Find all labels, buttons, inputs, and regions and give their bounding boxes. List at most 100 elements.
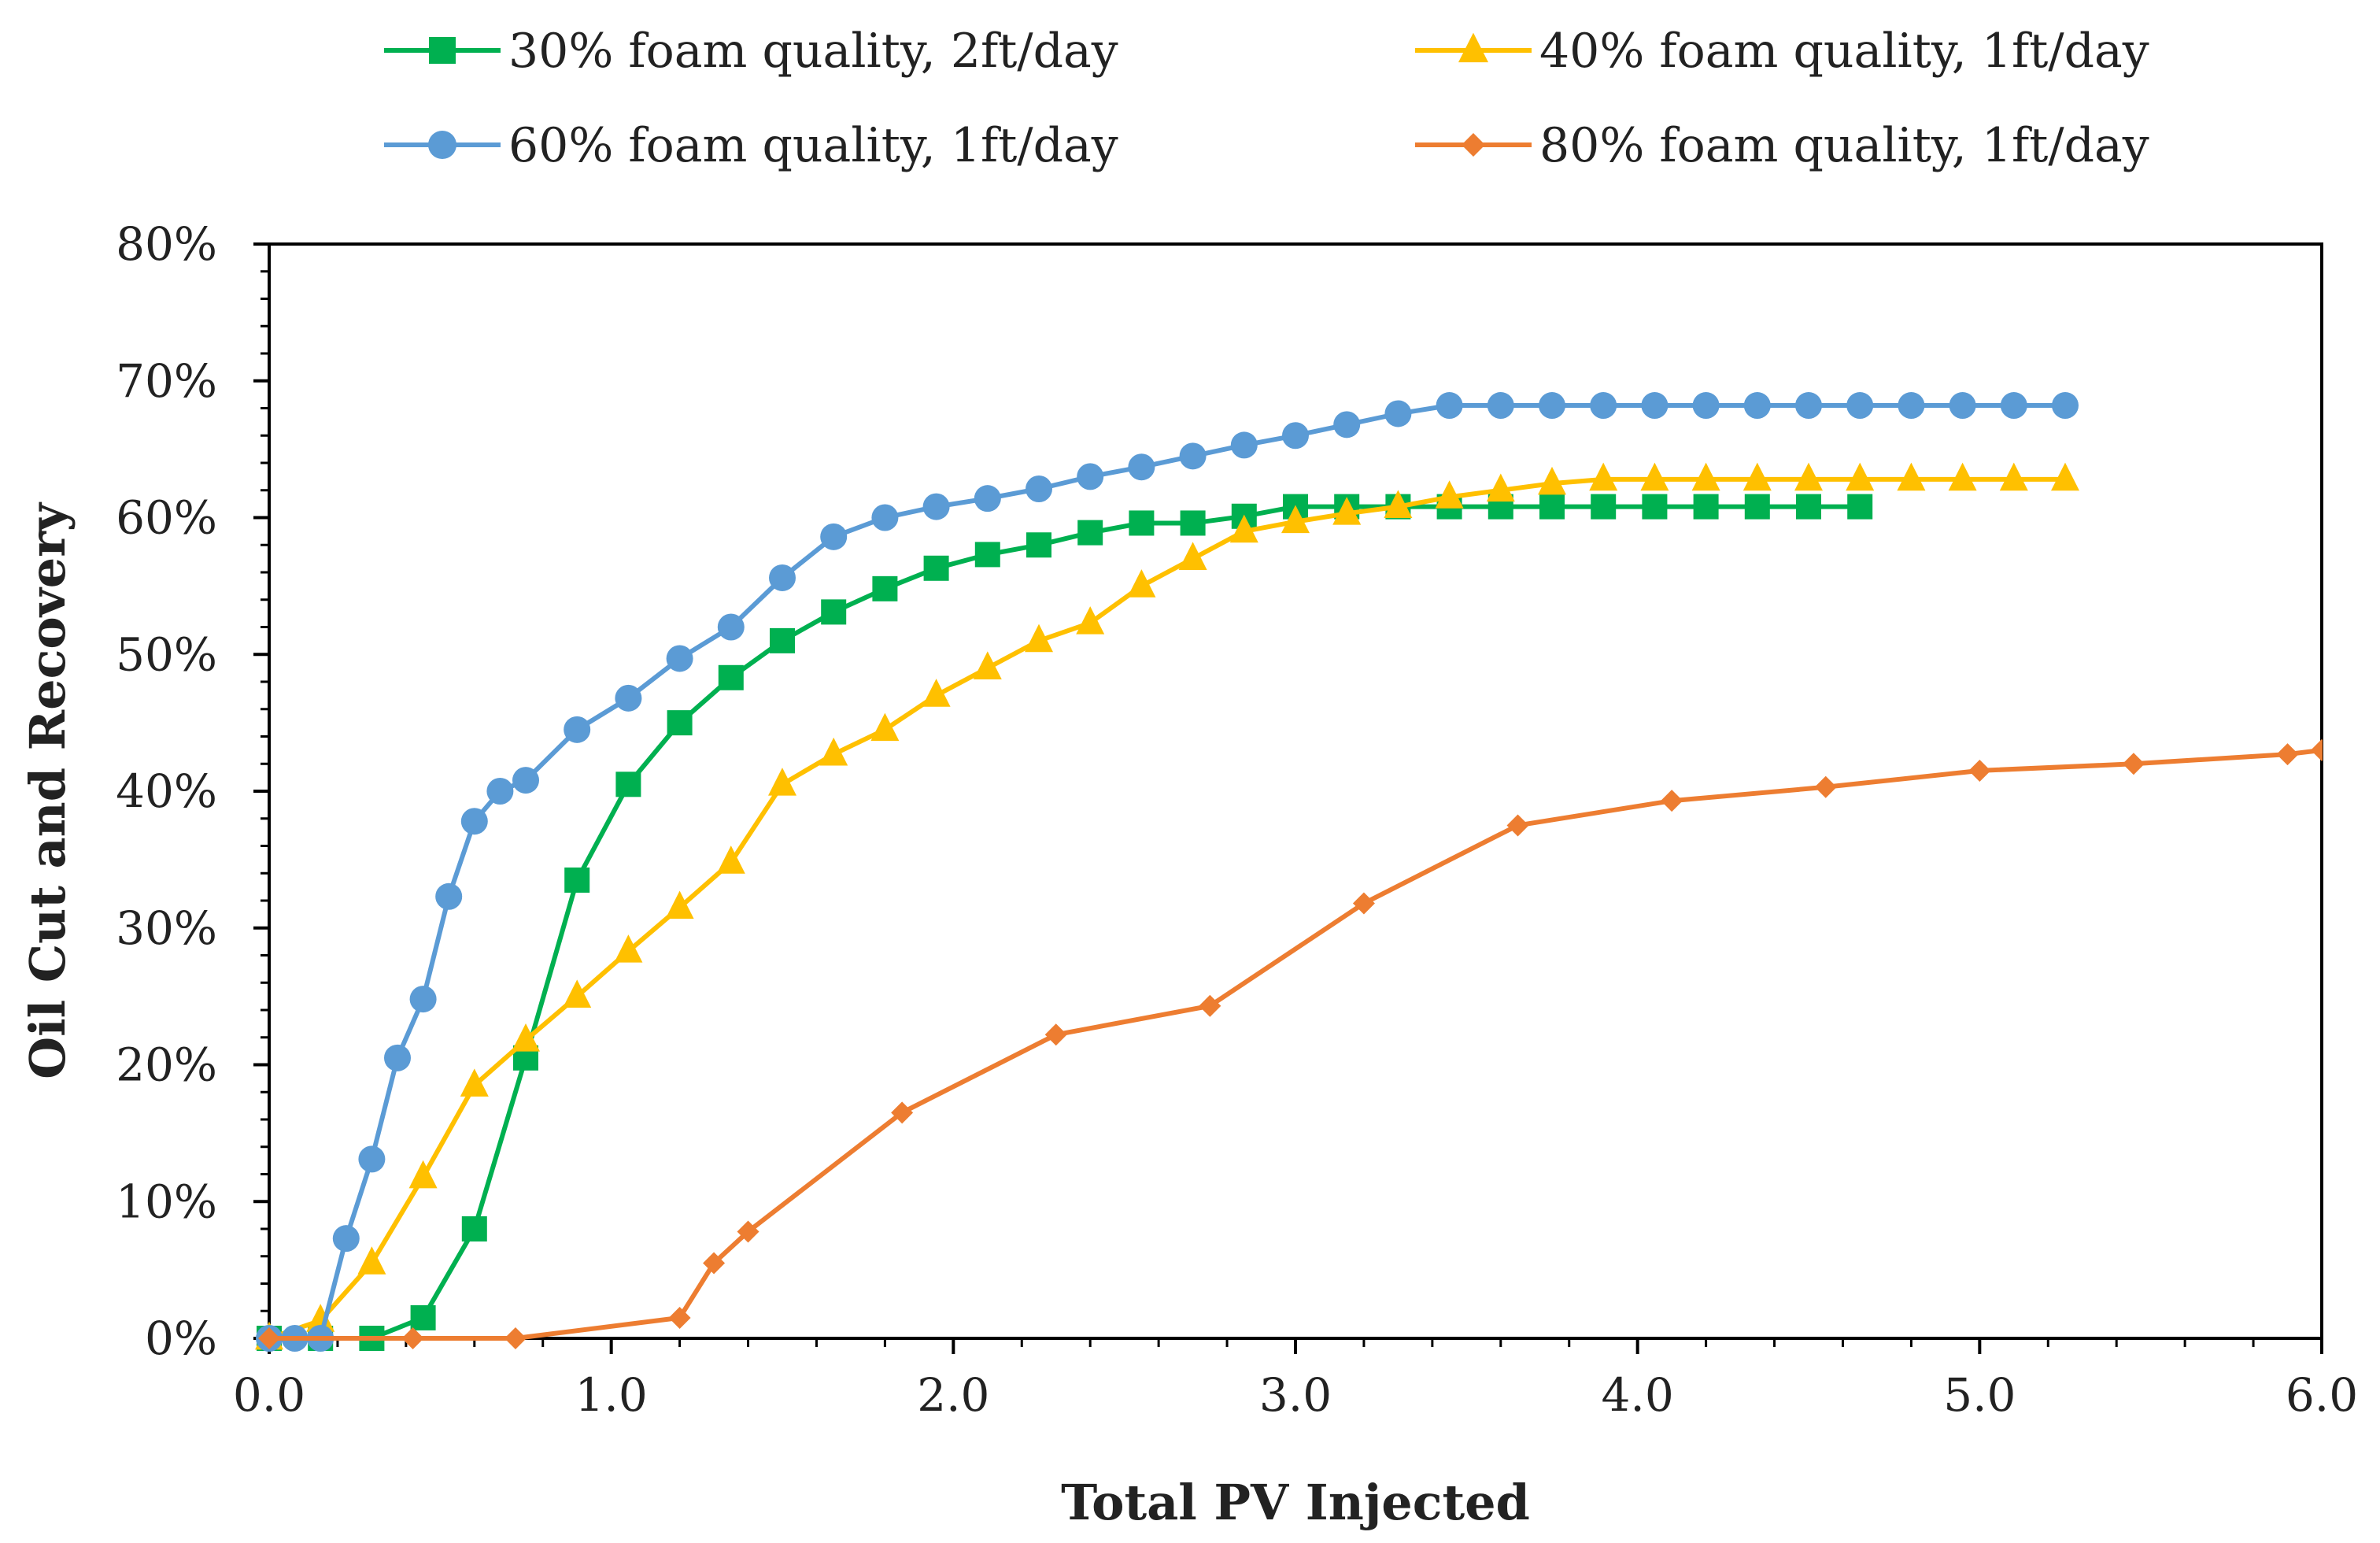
data-point bbox=[1076, 606, 1105, 635]
x-tick-label: 3.0 bbox=[1259, 1368, 1332, 1422]
y-tick-label: 50% bbox=[116, 627, 217, 681]
data-point bbox=[1281, 505, 1310, 534]
y-tick-label: 30% bbox=[116, 901, 217, 955]
series-2 bbox=[256, 392, 2079, 1352]
data-point bbox=[512, 1023, 540, 1052]
data-point bbox=[1814, 775, 1837, 798]
data-point bbox=[1897, 462, 1926, 491]
data-point bbox=[1796, 494, 1821, 520]
y-tick-label: 20% bbox=[116, 1038, 217, 1092]
data-point bbox=[872, 575, 898, 601]
data-point bbox=[2000, 392, 2027, 420]
data-point bbox=[358, 1145, 386, 1173]
data-point bbox=[1948, 462, 1977, 491]
data-point bbox=[1352, 892, 1375, 915]
data-point bbox=[769, 564, 796, 591]
x-tick-label: 2.0 bbox=[917, 1368, 989, 1422]
y-tick-label: 70% bbox=[116, 354, 217, 408]
axes: 0.0 1.0 2.0 3.0 4.0 5.0 6.0 0% 10% 20% 30% 40% 50% 6… bbox=[19, 217, 2358, 1531]
legend-marker bbox=[1458, 32, 1488, 63]
series-layer bbox=[255, 392, 2323, 1352]
y-axis-title: Oil Cut and Recovery bbox=[19, 501, 76, 1079]
data-point bbox=[2051, 462, 2079, 491]
series-0 bbox=[257, 494, 1873, 1351]
data-point bbox=[1539, 494, 1565, 520]
data-point bbox=[1744, 494, 1770, 520]
data-point bbox=[1435, 480, 1464, 509]
data-point bbox=[461, 1216, 487, 1241]
data-point bbox=[460, 1068, 489, 1097]
data-point bbox=[1436, 392, 1463, 420]
y-tick-label: 60% bbox=[116, 491, 217, 545]
data-point bbox=[435, 883, 463, 910]
series-line bbox=[269, 403, 2065, 1341]
data-point bbox=[923, 555, 949, 581]
series-line bbox=[268, 476, 2065, 1341]
legend-marker bbox=[429, 37, 456, 64]
y-tick-label: 40% bbox=[116, 764, 217, 818]
data-point bbox=[1127, 569, 1156, 598]
data-point bbox=[1384, 400, 1412, 427]
legend-label: 30% foam quality, 2ft/day bbox=[508, 24, 1118, 79]
series-3 bbox=[258, 738, 2323, 1349]
data-point bbox=[1178, 542, 1207, 570]
data-point bbox=[615, 684, 642, 712]
data-point bbox=[1968, 759, 1991, 782]
data-point bbox=[258, 1327, 280, 1349]
data-point bbox=[1229, 514, 1258, 543]
data-point bbox=[1795, 392, 1822, 420]
data-point bbox=[357, 1246, 386, 1275]
data-point bbox=[504, 1327, 527, 1349]
data-point bbox=[703, 1252, 726, 1275]
data-point bbox=[564, 867, 590, 893]
data-point bbox=[408, 1160, 438, 1189]
data-point bbox=[1589, 462, 1618, 491]
data-point bbox=[2311, 738, 2323, 761]
data-point bbox=[1661, 790, 1683, 812]
data-point bbox=[1640, 462, 1669, 491]
x-axis: 0.0 1.0 2.0 3.0 4.0 5.0 6.0 bbox=[233, 1338, 2358, 1422]
data-point bbox=[401, 1327, 424, 1349]
data-point bbox=[1590, 392, 1617, 420]
legend-item: 30% foam quality, 2ft/day bbox=[384, 24, 1118, 79]
data-point bbox=[1846, 462, 1875, 491]
data-point bbox=[1693, 494, 1719, 520]
x-tick-label: 0.0 bbox=[233, 1368, 305, 1422]
data-point bbox=[486, 778, 514, 805]
legend-label: 80% foam quality, 1ft/day bbox=[1539, 118, 2149, 173]
data-point bbox=[1538, 466, 1566, 495]
data-point bbox=[1180, 510, 1206, 536]
legend-marker bbox=[1462, 133, 1485, 157]
data-point bbox=[870, 712, 900, 742]
data-point bbox=[1642, 494, 1668, 520]
data-point bbox=[564, 716, 591, 743]
data-point bbox=[1332, 497, 1362, 525]
data-point bbox=[2276, 743, 2299, 766]
data-point bbox=[1384, 490, 1413, 518]
data-point bbox=[768, 768, 796, 796]
data-point bbox=[770, 627, 795, 653]
data-point bbox=[1898, 392, 1925, 420]
data-point bbox=[615, 772, 641, 797]
data-point bbox=[716, 846, 745, 874]
data-point bbox=[1641, 392, 1669, 420]
data-point bbox=[1333, 411, 1361, 438]
data-point bbox=[1743, 392, 1771, 420]
x-tick-label: 5.0 bbox=[1943, 1368, 2016, 1422]
series-1 bbox=[255, 462, 2079, 1350]
data-point bbox=[1743, 462, 1772, 491]
data-point bbox=[614, 934, 643, 963]
data-point bbox=[667, 710, 693, 736]
data-point bbox=[1230, 431, 1258, 459]
data-point bbox=[666, 645, 693, 672]
data-point bbox=[1077, 463, 1104, 490]
legend-label: 60% foam quality, 1ft/day bbox=[508, 118, 1118, 173]
data-point bbox=[1179, 442, 1207, 470]
data-point bbox=[1506, 814, 1529, 837]
data-point bbox=[718, 664, 744, 690]
data-point bbox=[1199, 994, 1221, 1017]
legend-item: 40% foam quality, 1ft/day bbox=[1415, 24, 2149, 79]
x-tick-label: 1.0 bbox=[575, 1368, 648, 1422]
data-point bbox=[2052, 392, 2079, 420]
